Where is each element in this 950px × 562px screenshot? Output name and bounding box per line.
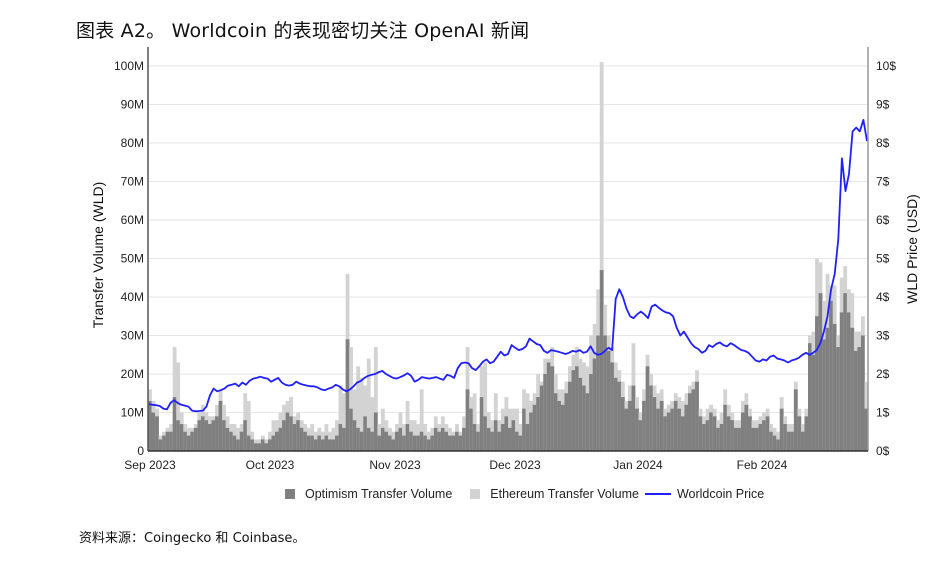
legend-label: Worldcoin Price <box>676 487 765 501</box>
legend-label: Optimism Transfer Volume <box>305 487 453 501</box>
y2-tick-label: 1$ <box>876 406 890 420</box>
y-tick-label: 100M <box>114 59 144 73</box>
ethereum-swatch-icon <box>470 489 481 499</box>
y-tick-label: 20M <box>121 367 144 381</box>
axes <box>147 47 869 452</box>
y-tick-label: 30M <box>121 329 144 343</box>
y-tick-label: 70M <box>121 175 144 189</box>
legend-item-price: Worldcoin Price <box>644 487 765 501</box>
y2-axis-ticks: 0$ 1$ 2$ 3$ 4$ 5$ 6$ 7$ 8$ 9$ 10$ <box>876 59 896 458</box>
x-tick-label: Sep 2023 <box>124 458 176 472</box>
price-line-swatch-icon <box>644 493 671 495</box>
y2-axis-label: WLD Price (USD) <box>904 194 920 304</box>
x-tick-label: Feb 2024 <box>737 458 788 472</box>
y-axis-ticks: 0 10M 20M 30M 40M 50M 60M 70M 80M 90M 100M <box>114 59 144 458</box>
price-line <box>148 119 868 413</box>
x-axis-ticks: Sep 2023 Oct 2023 Nov 2023 Dec 2023 Jan 2024… <box>124 458 787 472</box>
y2-tick-label: 8$ <box>876 136 890 150</box>
legend-item-optimism: Optimism Transfer Volume <box>285 487 452 501</box>
chart-title: 图表 A2。 Worldcoin 的表现密切关注 OpenAI 新闻 <box>76 20 530 42</box>
legend-item-ethereum: Ethereum Transfer Volume <box>470 487 639 501</box>
y2-tick-label: 10$ <box>876 59 896 73</box>
x-tick-label: Jan 2024 <box>613 458 663 472</box>
y2-tick-label: 7$ <box>876 175 890 189</box>
y2-tick-label: 4$ <box>876 290 890 304</box>
y2-tick-label: 0$ <box>876 444 890 458</box>
y2-tick-label: 9$ <box>876 98 890 112</box>
y-tick-label: 0 <box>137 444 144 458</box>
y2-tick-label: 6$ <box>876 213 890 227</box>
y-tick-label: 80M <box>121 136 144 150</box>
optimism-swatch-icon <box>285 489 295 499</box>
y-tick-label: 40M <box>121 290 144 304</box>
source-note: 资料来源：Coingecko 和 Coinbase。 <box>79 531 306 546</box>
legend: Optimism Transfer Volume Ethereum Transf… <box>285 487 782 501</box>
y-tick-label: 10M <box>121 406 144 420</box>
y-tick-label: 90M <box>121 98 144 112</box>
y2-tick-label: 3$ <box>876 329 890 343</box>
legend-label: Ethereum Transfer Volume <box>490 487 639 501</box>
x-tick-label: Dec 2023 <box>489 458 541 472</box>
y-tick-label: 50M <box>121 252 144 266</box>
x-tick-label: Nov 2023 <box>369 458 421 472</box>
y2-tick-label: 5$ <box>876 252 890 266</box>
y-tick-label: 60M <box>121 213 144 227</box>
volume-bars <box>148 62 869 452</box>
x-tick-label: Oct 2023 <box>246 458 295 472</box>
y2-tick-label: 2$ <box>876 367 890 381</box>
y-axis-label: Transfer Volume (WLD) <box>90 182 106 329</box>
